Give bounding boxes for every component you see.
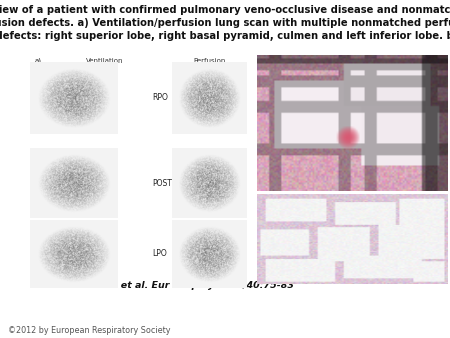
Text: Perfusion: Perfusion <box>194 58 226 64</box>
Text: c): c) <box>259 198 265 203</box>
Text: a): a) <box>35 58 42 65</box>
Text: RPO: RPO <box>152 94 168 102</box>
Text: Review of a patient with confirmed pulmonary veno-occlusive disease and nonmatch: Review of a patient with confirmed pulmo… <box>0 5 450 41</box>
Text: POST: POST <box>152 178 172 188</box>
Text: Ventilation: Ventilation <box>86 58 124 64</box>
Text: ©2012 by European Respiratory Society: ©2012 by European Respiratory Society <box>8 326 171 335</box>
Text: LPO: LPO <box>152 249 167 259</box>
Text: Andrei Seferian et al. Eur Respir J 2012;40:75-83: Andrei Seferian et al. Eur Respir J 2012… <box>35 281 295 290</box>
